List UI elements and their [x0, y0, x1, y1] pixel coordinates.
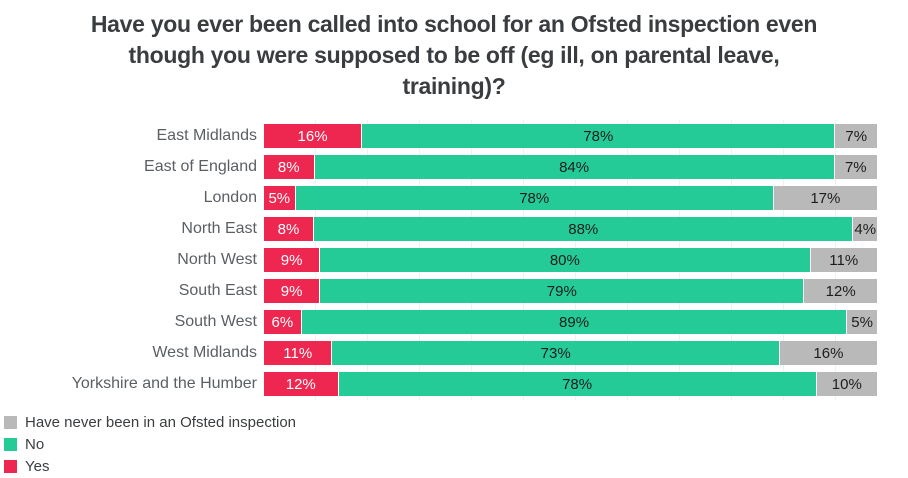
bar-segment-no: 78%: [294, 186, 773, 210]
category-label: North East: [181, 220, 257, 237]
bar-segment-have-never-been: 16%: [778, 341, 877, 365]
category-label: East of England: [144, 158, 257, 175]
legend: Have never been in an Ofsted inspection …: [4, 411, 908, 477]
bar-track: 11% 73% 16%: [264, 341, 877, 365]
bar-track: 12% 78% 10%: [264, 372, 877, 396]
chart-title-line-2: though you were supposed to be off (eg i…: [128, 42, 780, 68]
chart-row: South West 6% 89% 5%: [0, 310, 877, 334]
bar-segment-have-never-been: 17%: [772, 186, 877, 210]
bar-segment-have-never-been: 5%: [846, 310, 877, 334]
chart-title-line-1: Have you ever been called into school fo…: [90, 11, 818, 37]
category-label: South East: [178, 282, 257, 299]
bar-segment-no: 73%: [331, 341, 779, 365]
legend-label-never: Have never been in an Ofsted inspection: [25, 413, 297, 431]
bar-segment-yes: 16%: [264, 124, 362, 148]
bar-segment-have-never-been: 4%: [852, 217, 877, 241]
chart-row: East of England 8% 84% 7%: [0, 155, 877, 179]
bar-segment-have-never-been: 7%: [833, 155, 877, 179]
bar-segment-yes: 8%: [264, 155, 314, 179]
category-label: North West: [177, 251, 257, 268]
category-label: South West: [174, 313, 257, 330]
chart-row: East Midlands 16% 78% 7%: [0, 124, 877, 148]
bar-segment-have-never-been: 7%: [834, 124, 877, 148]
category-label: London: [203, 189, 257, 206]
bar-segment-no: 80%: [319, 248, 810, 272]
chart-row: South East 9% 79% 12%: [0, 279, 877, 303]
chart-rows: East Midlands 16% 78% 7% East of England 8% 84…: [0, 124, 877, 396]
bar-segment-no: 79%: [319, 279, 804, 303]
chart-title-line-3: training)?: [402, 73, 506, 99]
bar-segment-yes: 11%: [264, 341, 332, 365]
bar-track: 9% 79% 12%: [264, 279, 877, 303]
bar-segment-yes: 5%: [264, 186, 295, 210]
legend-swatch-yes: [4, 459, 17, 473]
bar-segment-have-never-been: 11%: [809, 248, 877, 272]
bar-segment-no: 78%: [361, 124, 835, 148]
chart-row: North East 8% 88% 4%: [0, 217, 877, 241]
bar-track: 16% 78% 7%: [264, 124, 877, 148]
chart-row: London 5% 78% 17%: [0, 186, 877, 210]
category-label: East Midlands: [156, 127, 258, 144]
bar-segment-yes: 12%: [264, 372, 338, 396]
legend-swatch-no: [4, 437, 17, 451]
bar-segment-no: 88%: [313, 217, 853, 241]
legend-swatch-never: [4, 415, 17, 429]
legend-item-no: No: [4, 433, 908, 455]
category-label: Yorkshire and the Humber: [71, 375, 257, 392]
bar-segment-yes: 6%: [264, 310, 301, 334]
chart-title: Have you ever been called into school fo…: [0, 0, 908, 102]
category-label: West Midlands: [152, 344, 257, 361]
bar-segment-no: 84%: [313, 155, 834, 179]
legend-label-yes: Yes: [25, 457, 50, 475]
bar-segment-yes: 9%: [264, 248, 320, 272]
chart-row: Yorkshire and the Humber 12% 78% 10%: [0, 372, 877, 396]
bar-track: 9% 80% 11%: [264, 248, 877, 272]
bar-track: 8% 88% 4%: [264, 217, 877, 241]
bar-track: 6% 89% 5%: [264, 310, 877, 334]
bar-track: 8% 84% 7%: [264, 155, 877, 179]
chart-row: North West 9% 80% 11%: [0, 248, 877, 272]
bar-segment-yes: 9%: [264, 279, 320, 303]
bar-segment-have-never-been: 12%: [803, 279, 877, 303]
legend-item-yes: Yes: [4, 455, 908, 477]
legend-item-never: Have never been in an Ofsted inspection: [4, 411, 908, 433]
chart-row: West Midlands 11% 73% 16%: [0, 341, 877, 365]
bar-track: 5% 78% 17%: [264, 186, 877, 210]
bar-segment-have-never-been: 10%: [815, 372, 877, 396]
bar-segment-no: 78%: [337, 372, 816, 396]
bar-segment-yes: 8%: [264, 217, 314, 241]
bar-segment-no: 89%: [300, 310, 847, 334]
stacked-bar-chart: East Midlands 16% 78% 7% East of England 8% 84…: [0, 120, 908, 400]
legend-label-no: No: [25, 435, 45, 453]
